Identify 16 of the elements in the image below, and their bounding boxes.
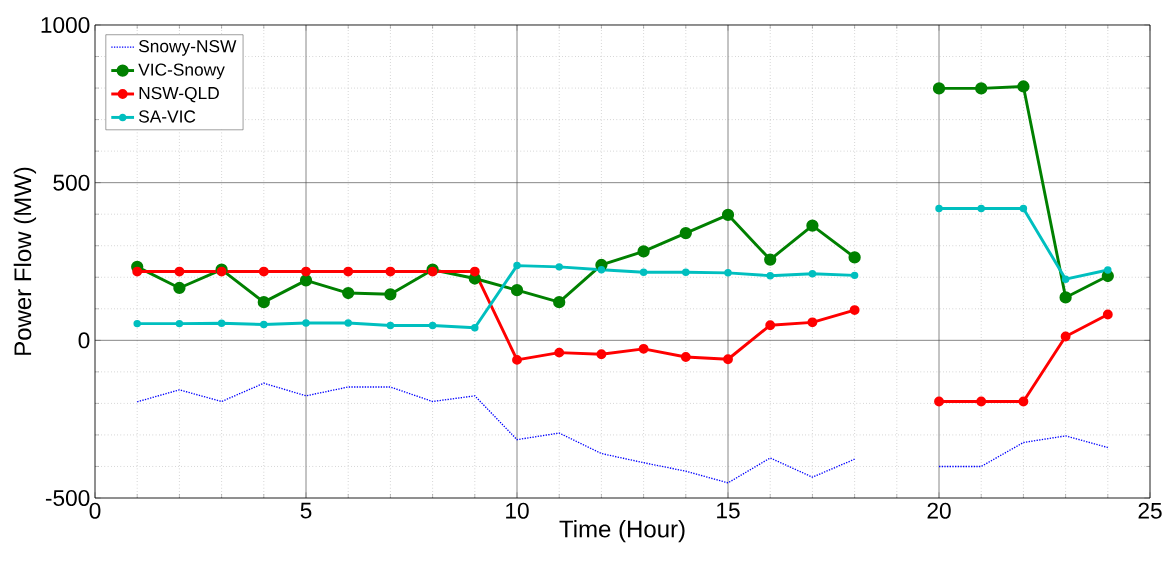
x-tick-label: 15	[717, 502, 740, 519]
y-axis-title: Power Flow (MW)	[13, 167, 37, 355]
x-tick-label: 5	[300, 502, 312, 519]
x-tick-label: 20	[927, 502, 951, 519]
legend-label: VIC-Snowy	[138, 63, 225, 80]
legend-label: NSW-QLD	[139, 86, 219, 103]
y-tick-label: 1000	[41, 16, 90, 34]
y-tick-label: -500	[45, 489, 90, 507]
x-tick-label: 10	[506, 502, 529, 519]
x-axis-title: Time (Hour)	[559, 519, 685, 543]
legend-label: Snowy-NSW	[138, 40, 237, 56]
x-tick-label: 25	[1138, 502, 1162, 519]
y-tick-label: 500	[53, 174, 90, 191]
x-tick-label: 0	[89, 502, 101, 519]
legend-label: SA-VIC	[138, 110, 196, 123]
y-tick-label: 0	[78, 332, 90, 349]
